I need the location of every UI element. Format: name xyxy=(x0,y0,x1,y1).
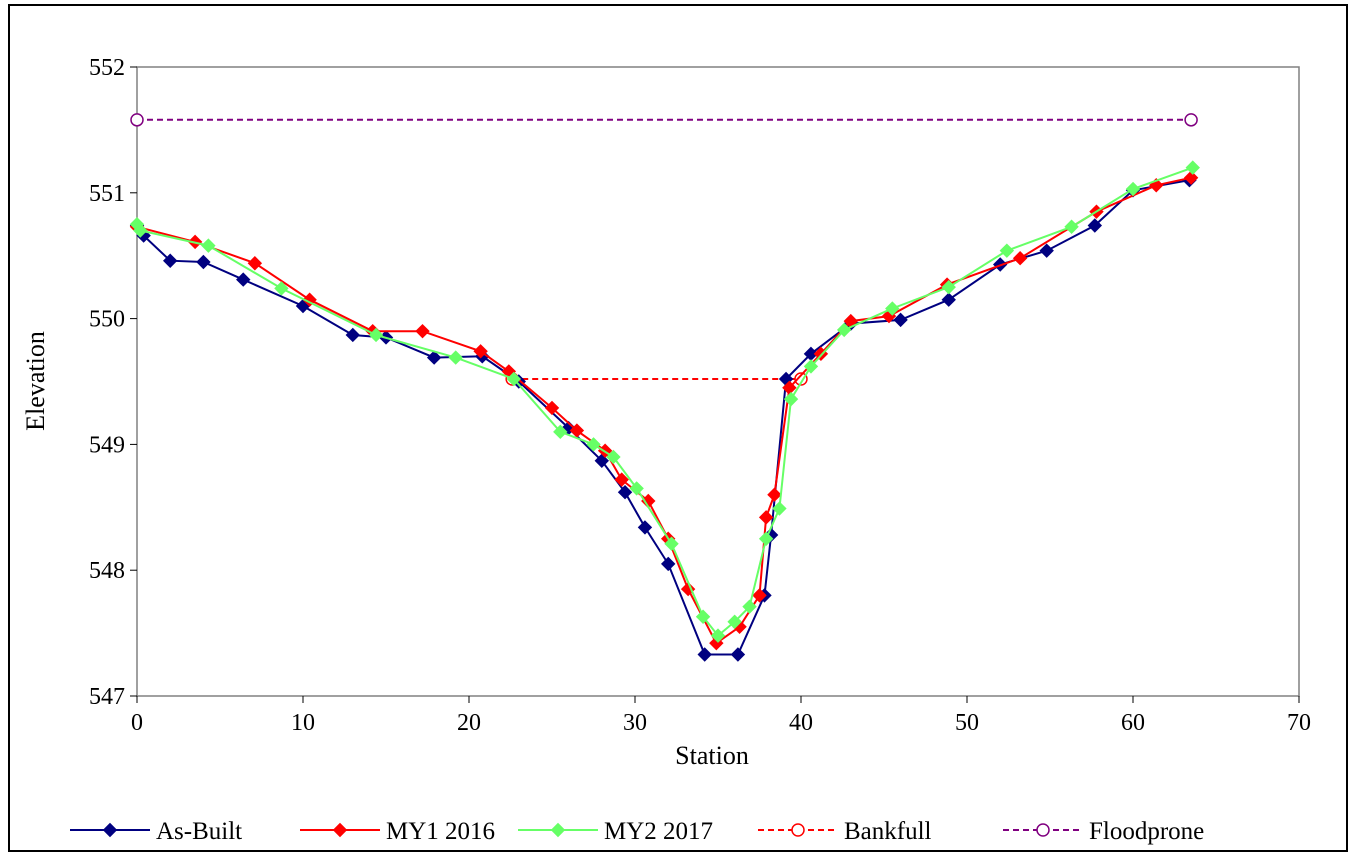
data-point-my1-2016 xyxy=(473,344,488,359)
data-point-my2-2017 xyxy=(629,481,644,496)
x-tick-label: 30 xyxy=(623,710,647,736)
y-tick-label: 547 xyxy=(89,684,125,710)
data-point-my2-2017 xyxy=(1185,160,1200,175)
legend-swatch-marker xyxy=(550,822,566,838)
ticks-layer: 547 548 549 550 551 552 0 10 20 30 40 50 60 70 xyxy=(89,55,1311,736)
data-point-as-built xyxy=(893,312,908,328)
data-point-my2-2017 xyxy=(941,279,956,295)
series-my2-2017 xyxy=(129,160,1200,643)
data-point-my2-2017 xyxy=(836,322,852,338)
legend-label: Floodprone xyxy=(1089,818,1204,845)
data-point-as-built xyxy=(162,253,178,268)
data-point-my2-2017 xyxy=(999,243,1015,258)
data-point-my2-2017 xyxy=(783,391,799,407)
legend-item-floodprone: Floodprone xyxy=(1003,818,1204,845)
legend-label: MY2 2017 xyxy=(604,818,713,845)
data-point-my1-2016 xyxy=(614,472,629,487)
data-point-my2-2017 xyxy=(710,628,726,643)
data-point-my2-2017 xyxy=(506,371,522,387)
legend-swatch-marker xyxy=(102,822,118,838)
data-point-my2-2017 xyxy=(201,238,216,253)
plot-area xyxy=(136,66,1300,697)
data-point-my1-2016 xyxy=(752,588,767,603)
data-point-my2-2017 xyxy=(606,449,621,465)
data-point-as-built xyxy=(345,327,361,343)
legend-swatch-marker xyxy=(1036,823,1050,837)
plot-border xyxy=(136,66,1300,697)
data-point-floodprone xyxy=(130,113,144,127)
data-point-my2-2017 xyxy=(664,536,679,551)
x-tick-label: 10 xyxy=(291,710,315,736)
legend-swatch-marker xyxy=(332,822,348,838)
data-point-my1-2016 xyxy=(544,400,560,416)
data-point-as-built xyxy=(236,272,251,287)
data-point-my1-2016 xyxy=(767,487,782,502)
data-point-my2-2017 xyxy=(885,301,900,316)
data-point-my2-2017 xyxy=(695,609,711,624)
data-point-as-built xyxy=(196,254,211,270)
data-point-my1-2016 xyxy=(1012,251,1028,266)
y-tick-label: 551 xyxy=(89,181,125,207)
series-my1-2016 xyxy=(129,170,1199,651)
series-line-as-built xyxy=(136,179,1190,656)
legend-item-my2-2017: MY2 2017 xyxy=(518,818,713,845)
legend-label: MY1 2016 xyxy=(386,818,495,845)
data-point-floodprone xyxy=(1184,113,1198,127)
x-tick-label: 0 xyxy=(131,710,143,736)
legend-label: As-Built xyxy=(156,818,242,845)
data-point-my1-2016 xyxy=(680,581,696,597)
legend: As-Built MY1 2016 MY2 2017 Bankfull Floodpro… xyxy=(70,818,1204,845)
x-tick-label: 40 xyxy=(789,710,813,736)
legend-item-as-built: As-Built xyxy=(70,818,242,845)
y-tick-label: 549 xyxy=(89,432,125,458)
data-point-my2-2017 xyxy=(772,501,787,516)
x-axis-title: Station xyxy=(675,741,749,770)
data-point-as-built xyxy=(697,647,712,662)
data-point-my1-2016 xyxy=(1183,170,1199,185)
data-point-my1-2016 xyxy=(758,510,774,525)
data-point-my2-2017 xyxy=(553,424,568,440)
data-point-my2-2017 xyxy=(133,223,148,238)
data-point-as-built xyxy=(730,647,746,662)
legend-item-bankfull: Bankfull xyxy=(758,818,932,845)
data-point-my2-2017 xyxy=(368,327,384,343)
x-tick-label: 70 xyxy=(1287,710,1311,736)
data-point-as-built xyxy=(1087,218,1103,233)
data-point-as-built xyxy=(617,484,633,500)
data-point-as-built xyxy=(941,292,956,307)
data-point-as-built xyxy=(637,520,653,535)
x-tick-label: 50 xyxy=(955,710,979,736)
legend-swatch-marker xyxy=(791,823,805,837)
data-point-as-built xyxy=(1039,243,1054,258)
data-point-my2-2017 xyxy=(1125,181,1141,197)
data-point-as-built xyxy=(426,350,442,365)
y-axis-title: Elevation xyxy=(21,331,50,431)
data-point-my2-2017 xyxy=(803,359,819,374)
data-point-my2-2017 xyxy=(448,350,463,365)
data-point-my1-2016 xyxy=(415,323,430,339)
data-point-my2-2017 xyxy=(274,281,289,296)
y-tick-label: 548 xyxy=(89,558,125,584)
y-tick-label: 552 xyxy=(89,55,125,81)
x-tick-label: 60 xyxy=(1121,710,1145,736)
series-floodprone xyxy=(130,113,1198,127)
data-point-my2-2017 xyxy=(727,614,742,629)
data-point-my1-2016 xyxy=(247,256,263,271)
legend-label: Bankfull xyxy=(844,818,932,845)
data-point-as-built xyxy=(660,556,676,572)
series-layer xyxy=(129,113,1200,662)
data-point-my2-2017 xyxy=(586,437,601,452)
data-point-my2-2017 xyxy=(758,531,774,546)
data-point-my2-2017 xyxy=(1064,219,1079,234)
x-tick-label: 20 xyxy=(457,710,481,736)
legend-item-my1-2016: MY1 2016 xyxy=(300,818,495,845)
y-tick-label: 550 xyxy=(89,307,125,333)
data-point-my2-2017 xyxy=(742,599,757,614)
